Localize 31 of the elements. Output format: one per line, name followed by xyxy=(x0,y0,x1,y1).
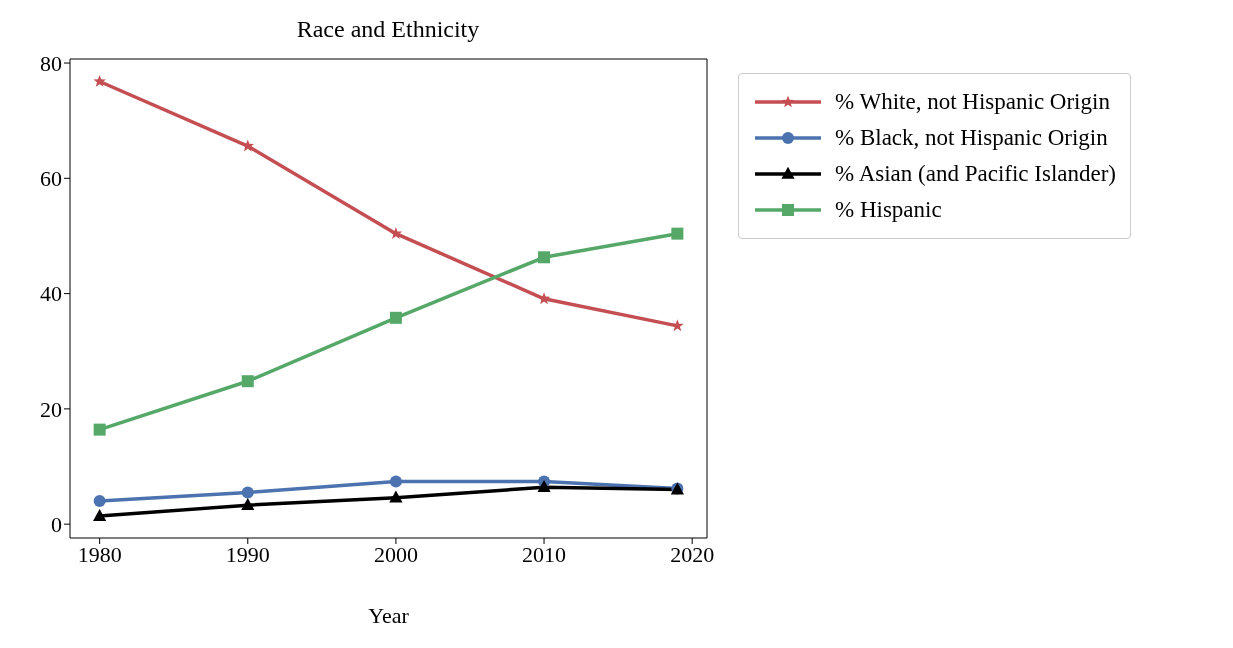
point xyxy=(538,251,551,264)
point xyxy=(671,319,684,332)
y-tick-label: 20 xyxy=(40,396,62,422)
legend-label: % White, not Hispanic Origin xyxy=(835,89,1110,115)
point xyxy=(93,508,107,521)
y-tick-label: 60 xyxy=(40,166,62,192)
point xyxy=(241,486,254,499)
point xyxy=(389,475,402,488)
point xyxy=(93,74,106,87)
y-tick-label: 0 xyxy=(51,511,62,537)
legend-label: % Asian (and Pacific Islander) xyxy=(835,161,1117,187)
chart-title: Race and Ethnicity xyxy=(295,16,481,43)
x-tick-label: 1980 xyxy=(77,541,122,567)
point xyxy=(389,227,403,239)
x-tick-label: 2020 xyxy=(670,541,715,567)
point xyxy=(671,227,684,240)
x-tick-label: 2000 xyxy=(373,541,418,567)
point xyxy=(537,480,551,493)
y-tick-label: 80 xyxy=(40,50,62,76)
point xyxy=(93,495,106,508)
x-tick-label: 2010 xyxy=(522,541,567,567)
x-tick-label: 1990 xyxy=(225,541,270,567)
point xyxy=(389,311,402,324)
legend-label: % Hispanic xyxy=(835,197,942,223)
x-axis-title: Year xyxy=(368,603,410,628)
y-tick-label: 40 xyxy=(40,281,62,307)
point xyxy=(241,497,255,510)
point xyxy=(241,375,254,388)
point xyxy=(389,490,403,503)
legend-label: % Black, not Hispanic Origin xyxy=(835,125,1108,151)
point xyxy=(93,423,106,436)
